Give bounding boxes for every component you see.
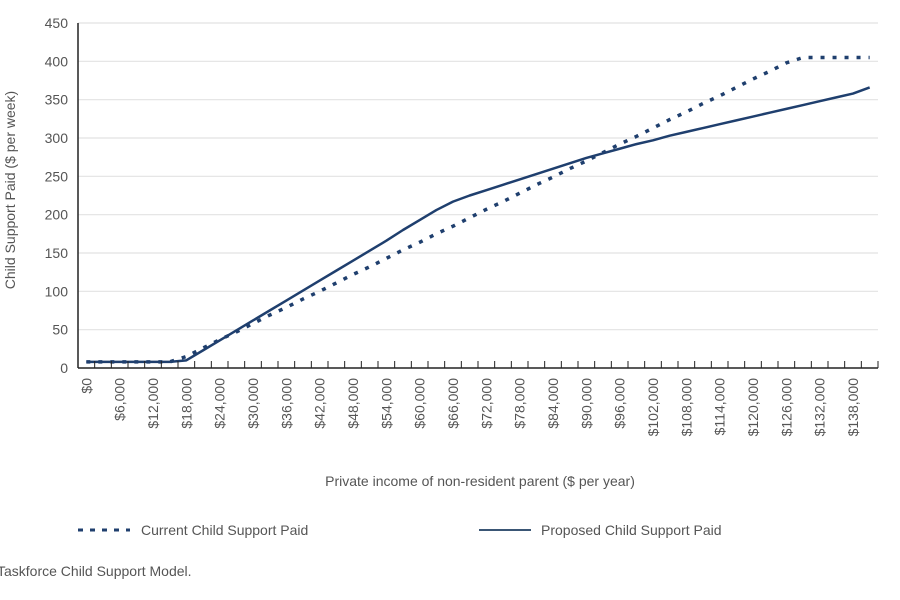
x-tick-label: $126,000 <box>778 378 794 437</box>
x-tick-label: $90,000 <box>578 378 594 429</box>
y-tick-label: 50 <box>52 322 68 338</box>
x-tick-label: $54,000 <box>378 378 394 429</box>
y-tick-labels: 0 50 100 150 200 250 300 350 400 450 <box>45 15 69 376</box>
x-tick-label: $120,000 <box>745 378 761 437</box>
y-axis-title: Child Support Paid ($ per week) <box>2 91 18 289</box>
x-tick-label: $60,000 <box>412 378 428 429</box>
x-tick-label: $48,000 <box>345 378 361 429</box>
x-tick-label: $132,000 <box>812 378 828 437</box>
y-tick-label: 200 <box>45 207 69 223</box>
y-tick-label: 350 <box>45 92 69 108</box>
y-tick-label: 450 <box>45 15 69 31</box>
y-tick-label: 0 <box>60 360 68 376</box>
x-tick-label: $108,000 <box>678 378 694 437</box>
x-tick-label: $102,000 <box>645 378 661 437</box>
x-tick-label: $36,000 <box>278 378 294 429</box>
y-tick-label: 250 <box>45 168 69 184</box>
x-tick-label: $24,000 <box>212 378 228 429</box>
x-axis-title: Private income of non-resident parent ($… <box>325 473 635 489</box>
y-tick-label: 150 <box>45 245 69 261</box>
series-lines <box>86 55 871 364</box>
x-tick-label: $78,000 <box>512 378 528 429</box>
x-tick-label: $42,000 <box>312 378 328 429</box>
x-tick-label: $12,000 <box>145 378 161 429</box>
axes <box>77 23 879 369</box>
x-tick-label: $30,000 <box>245 378 261 429</box>
legend: Current Child Support Paid Proposed Chil… <box>78 522 722 538</box>
x-tick-label: $66,000 <box>445 378 461 429</box>
legend-proposed-label: Proposed Child Support Paid <box>541 522 722 538</box>
x-tick-label: $72,000 <box>478 378 494 429</box>
source-note: Taskforce Child Support Model. <box>0 563 192 579</box>
x-tick-label: $6,000 <box>112 378 128 421</box>
y-tick-label: 100 <box>45 283 69 299</box>
x-tick-label: $114,000 <box>712 378 728 436</box>
x-tick-label: $0 <box>78 378 94 394</box>
x-tick-label: $84,000 <box>545 378 561 429</box>
series-proposed-line <box>86 86 871 364</box>
x-tick-label: $96,000 <box>612 378 628 429</box>
series-current-line <box>86 55 870 364</box>
y-tick-label: 300 <box>45 130 69 146</box>
x-tick-label: $18,000 <box>178 378 194 429</box>
x-tick-labels: $0 $6,000 $12,000 $18,000 $24,000 $30,000 $36,… <box>78 378 861 437</box>
x-tick-label: $138,000 <box>845 378 861 437</box>
legend-current-label: Current Child Support Paid <box>141 522 308 538</box>
gridlines <box>78 22 878 331</box>
y-tick-label: 400 <box>45 53 69 69</box>
